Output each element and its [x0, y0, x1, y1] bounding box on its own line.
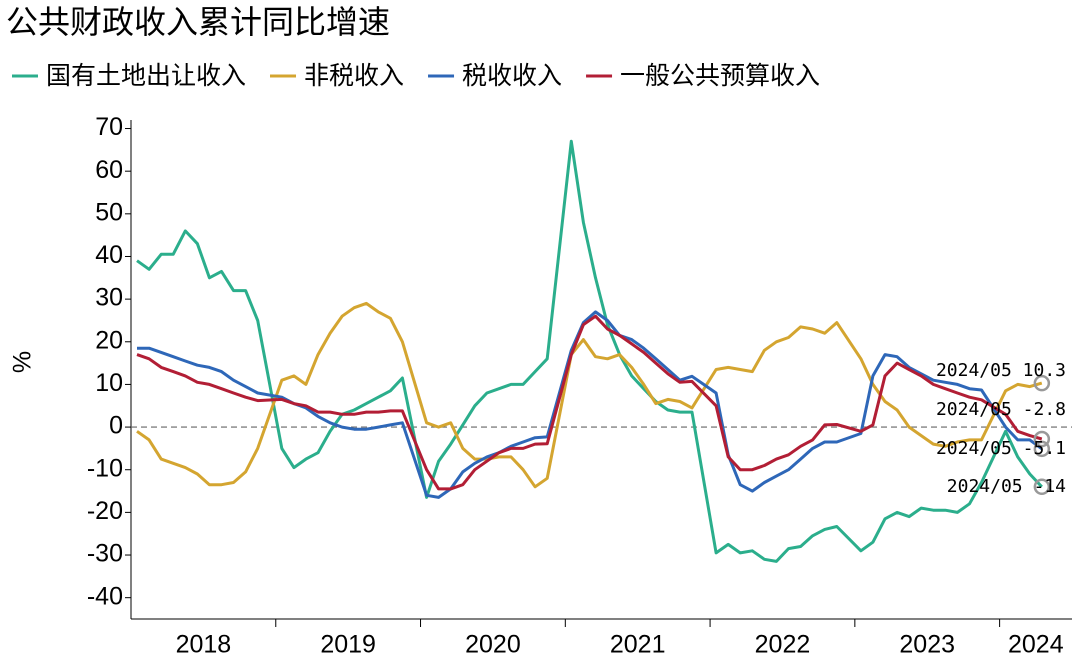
- x-tick-label: 2022: [755, 631, 811, 659]
- x-tick-label: 2019: [320, 631, 376, 659]
- end-marker: [1033, 430, 1051, 448]
- y-tick-label: -40: [87, 582, 123, 610]
- y-tick-label: 50: [95, 198, 123, 226]
- y-tick-label: 0: [109, 412, 123, 440]
- y-tick-label: -10: [87, 454, 123, 482]
- y-tick-label: -20: [87, 497, 123, 525]
- chart-title: 公共财政收入累计同比增速: [6, 3, 390, 41]
- x-tick-label: 2018: [176, 631, 232, 659]
- annotation: 2024/05 -5.1: [936, 438, 1066, 459]
- legend-label: 非税收入: [304, 61, 404, 90]
- x-tick-label: 2023: [899, 631, 955, 659]
- annotation: 2024/05 -2.8: [936, 399, 1066, 420]
- end-marker: [1033, 478, 1051, 496]
- annotation: 2024/05 -14: [947, 476, 1066, 497]
- x-tick-label: 2024: [1008, 631, 1064, 659]
- annotation: 2024/05 10.3: [936, 360, 1066, 381]
- y-tick-label: -30: [87, 540, 123, 568]
- y-tick-label: 70: [95, 113, 123, 141]
- y-tick-label: 10: [95, 369, 123, 397]
- y-tick-label: 60: [95, 156, 123, 184]
- y-tick-label: 20: [95, 326, 123, 354]
- series-line: [136, 301, 1043, 489]
- end-marker: [1033, 440, 1051, 458]
- end-marker: [1033, 374, 1051, 392]
- y-axis-label: %: [9, 351, 37, 373]
- x-tick-label: 2021: [610, 631, 666, 659]
- legend-label: 国有土地出让收入: [46, 61, 246, 90]
- legend-label: 一般公共预算收入: [620, 61, 820, 90]
- y-tick-label: 40: [95, 241, 123, 269]
- x-tick-label: 2020: [465, 631, 521, 659]
- legend-label: 税收收入: [462, 61, 562, 90]
- series-line: [136, 139, 1043, 563]
- y-tick-label: 30: [95, 284, 123, 312]
- series-line: [136, 314, 1043, 491]
